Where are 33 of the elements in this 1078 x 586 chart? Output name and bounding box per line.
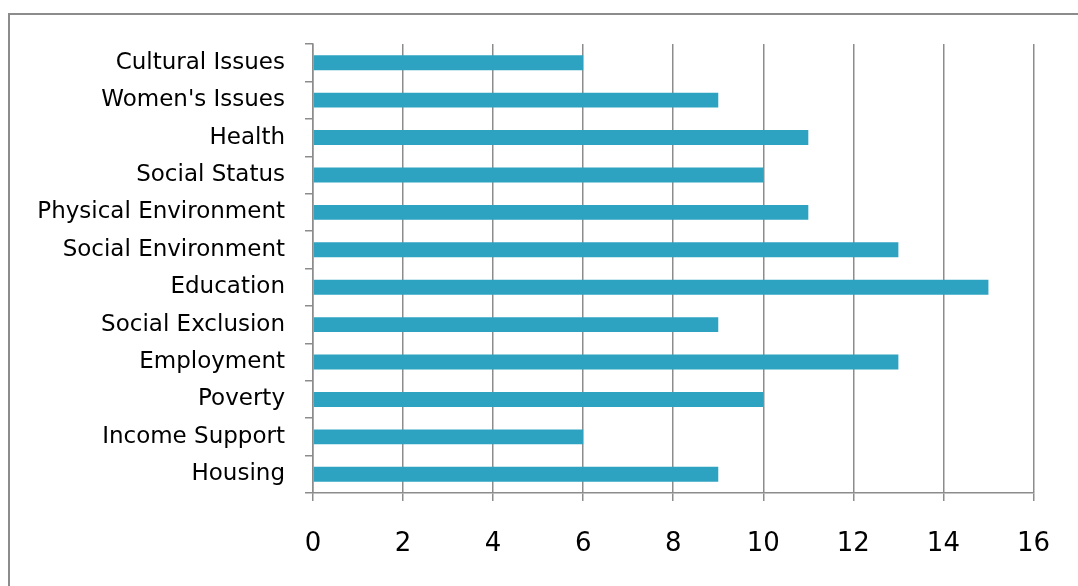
- y-tick-label: Social Environment: [62, 234, 285, 261]
- bar: [313, 242, 899, 258]
- x-tick-label: 10: [746, 527, 780, 558]
- bar: [313, 279, 989, 295]
- x-tick-label: 2: [394, 527, 412, 558]
- bar: [313, 354, 899, 370]
- x-tick-label: 0: [304, 527, 322, 558]
- y-tick-label: Social Status: [136, 159, 285, 186]
- bar: [313, 167, 764, 183]
- y-tick-label: Poverty: [198, 384, 285, 411]
- y-tick-label: Cultural Issues: [115, 47, 285, 74]
- x-tick-label: 6: [574, 527, 592, 558]
- x-tick-label: 12: [836, 527, 870, 558]
- x-tick-label: 4: [484, 527, 502, 558]
- bar: [313, 466, 719, 482]
- y-tick-label: Housing: [191, 459, 285, 486]
- bar: [313, 92, 719, 108]
- x-tick-label: 16: [1016, 527, 1050, 558]
- bar: [313, 429, 584, 445]
- x-tick-label: 14: [926, 527, 960, 558]
- bar: [313, 130, 809, 146]
- bar: [313, 204, 809, 220]
- y-tick-label: Income Support: [102, 421, 285, 448]
- y-tick-label: Employment: [139, 347, 285, 374]
- y-tick-label: Physical Environment: [37, 197, 285, 224]
- y-tick-label: Health: [209, 122, 285, 149]
- y-tick-label: Women's Issues: [101, 85, 285, 112]
- y-tick-label: Social Exclusion: [101, 309, 285, 336]
- y-tick-label: Education: [170, 272, 285, 299]
- bar: [313, 317, 719, 333]
- x-tick-label: 8: [664, 527, 682, 558]
- bar: [313, 391, 764, 407]
- bar: [313, 55, 584, 71]
